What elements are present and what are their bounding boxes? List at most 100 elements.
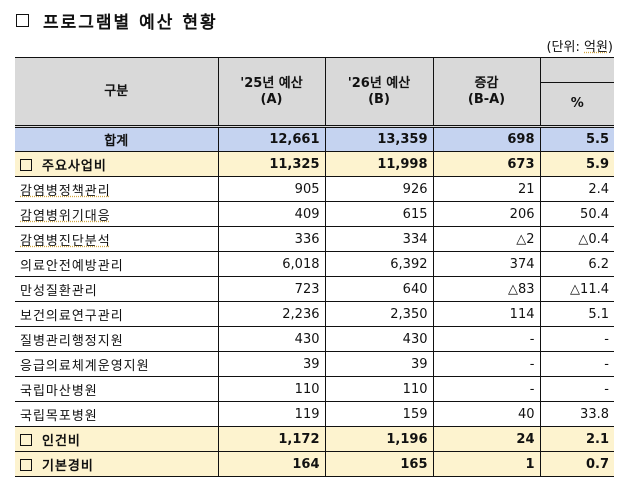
cell-2026: 334	[324, 226, 434, 252]
row-label-text: 만성질환관리	[20, 283, 98, 299]
row-label: 만성질환관리	[15, 276, 219, 302]
cell-2026: 110	[324, 376, 434, 402]
row-label-text: 감염병위기대응	[20, 208, 111, 224]
row-label: 보건의료연구관리	[15, 301, 219, 327]
cell-pct: 2.4	[539, 176, 614, 202]
subtotal-row: 주요사업비 11,325 11,998 673 5.9	[15, 151, 614, 177]
cell-diff: -	[432, 376, 541, 402]
cell-2026: 11,998	[324, 151, 434, 177]
table-row: 국립목포병원 119 159 40 33.8	[15, 401, 614, 427]
row-label: 의료안전예방관리	[15, 251, 219, 277]
cell-2025: 119	[217, 401, 326, 427]
row-label: 감염병위기대응	[15, 201, 219, 227]
header-diff-line1: 증감	[474, 75, 499, 91]
cell-2025: 6,018	[217, 251, 326, 277]
cell-2025: 39	[217, 351, 326, 377]
cell-2025: 409	[217, 201, 326, 227]
cell-diff: 698	[432, 126, 541, 152]
cell-diff: 673	[432, 151, 541, 177]
table-row: 감염병정책관리 905 926 21 2.4	[15, 176, 614, 202]
cell-pct: 33.8	[539, 401, 614, 427]
row-label-text: 기본경비	[42, 458, 94, 474]
row-label-text: 국립목포병원	[20, 408, 98, 424]
cell-2025: 11,325	[217, 151, 326, 177]
header-a-line1: '25년 예산	[240, 75, 303, 91]
cell-pct: △0.4	[539, 226, 614, 252]
table-row: 국립마산병원 110 110 - -	[15, 376, 614, 402]
table-row: 만성질환관리 723 640 △83 △11.4	[15, 276, 614, 302]
cell-pct: 0.7	[539, 451, 614, 477]
cell-2026: 165	[324, 451, 434, 477]
square-bullet-icon	[20, 433, 32, 446]
header-b-line1: '26년 예산	[347, 75, 411, 91]
cell-diff: -	[432, 351, 541, 377]
cell-diff: △2	[432, 226, 541, 252]
cell-pct: -	[539, 351, 614, 377]
cell-pct: △11.4	[539, 276, 614, 302]
cell-2026: 1,196	[324, 426, 434, 452]
cell-2025: 12,661	[217, 126, 326, 152]
row-label: 국립마산병원	[15, 376, 219, 402]
cell-diff: 206	[432, 201, 541, 227]
row-label-text: 감염병진단분석	[20, 233, 111, 249]
table-row: 의료안전예방관리 6,018 6,392 374 6.2	[15, 251, 614, 277]
subtotal-row: 인건비 1,172 1,196 24 2.1	[15, 426, 614, 452]
header-2025-budget: '25년 예산 (A)	[217, 57, 326, 128]
unit-label: (단위: 억원)	[546, 36, 613, 55]
row-label-text: 질병관리행정지원	[20, 333, 124, 349]
row-label-text: 의료안전예방관리	[20, 258, 124, 274]
square-bullet-icon	[20, 158, 32, 171]
row-label: 국립목포병원	[15, 401, 219, 427]
row-label-text: 감염병정책관리	[20, 183, 111, 199]
total-row: 합계 12,661 13,359 698 5.5	[15, 126, 614, 152]
row-label: 인건비	[15, 426, 219, 452]
cell-pct: 5.5	[539, 126, 614, 152]
row-label-text: 국립마산병원	[20, 383, 98, 399]
cell-2025: 336	[217, 226, 326, 252]
header-b-line2: (B)	[368, 91, 390, 107]
cell-pct: -	[539, 376, 614, 402]
cell-diff: 21	[432, 176, 541, 202]
cell-diff: 374	[432, 251, 541, 277]
cell-2025: 430	[217, 326, 326, 352]
table-row: 응급의료체계운영지원 39 39 - -	[15, 351, 614, 377]
unit-prefix: (단위:	[546, 40, 584, 55]
page-title: 프로그램별 예산 현황	[16, 8, 218, 33]
table-row: 보건의료연구관리 2,236 2,350 114 5.1	[15, 301, 614, 327]
cell-2026: 159	[324, 401, 434, 427]
row-label-text: 보건의료연구관리	[20, 308, 124, 324]
row-label-text: 주요사업비	[42, 158, 107, 174]
row-label: 감염병진단분석	[15, 226, 219, 252]
row-label: 기본경비	[15, 451, 219, 477]
cell-2026: 615	[324, 201, 434, 227]
cell-2025: 164	[217, 451, 326, 477]
cell-2025: 110	[217, 376, 326, 402]
cell-2025: 905	[217, 176, 326, 202]
cell-2026: 2,350	[324, 301, 434, 327]
header-category: 구분	[15, 57, 219, 128]
header-diff-line2: (B-A)	[467, 91, 506, 107]
cell-diff: 1	[432, 451, 541, 477]
cell-2025: 2,236	[217, 301, 326, 327]
cell-pct: 5.1	[539, 301, 614, 327]
row-label: 응급의료체계운영지원	[15, 351, 219, 377]
table-row: 감염병진단분석 336 334 △2 △0.4	[15, 226, 614, 252]
cell-diff: -	[432, 326, 541, 352]
cell-2025: 1,172	[217, 426, 326, 452]
square-bullet-icon	[16, 13, 29, 27]
cell-diff: 114	[432, 301, 541, 327]
unit-value: 억원	[584, 40, 608, 55]
cell-2026: 13,359	[324, 126, 434, 152]
unit-suffix: )	[607, 40, 613, 55]
header-2026-budget: '26년 예산 (B)	[324, 57, 434, 128]
row-label-text: 응급의료체계운영지원	[20, 358, 150, 374]
table-row: 감염병위기대응 409 615 206 50.4	[15, 201, 614, 227]
header-pct: %	[540, 82, 614, 128]
cell-2026: 926	[324, 176, 434, 202]
row-label: 합계	[15, 126, 219, 152]
cell-2025: 723	[217, 276, 326, 302]
budget-table: 구분 '25년 예산 (A) '26년 예산 (B) 증감 (B-A) % 합계 12…	[15, 57, 614, 477]
header-pct-spacer	[540, 57, 614, 83]
cell-diff: 24	[432, 426, 541, 452]
cell-2026: 39	[324, 351, 434, 377]
